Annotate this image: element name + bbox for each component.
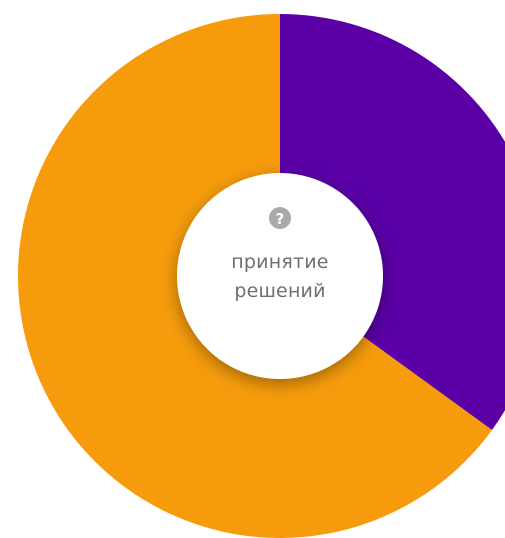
- svg-text:?: ?: [276, 210, 285, 228]
- center-label: принятие решений: [212, 248, 348, 306]
- center-label-line-2: решений: [234, 280, 326, 302]
- center-label-line-1: принятие: [231, 251, 329, 273]
- donut-slice-1: [280, 14, 505, 430]
- donut-slice-2: [17, 14, 492, 538]
- question-mark-icon: ?: [269, 207, 291, 229]
- slices-group: [17, 14, 505, 538]
- center-disc: [177, 173, 383, 379]
